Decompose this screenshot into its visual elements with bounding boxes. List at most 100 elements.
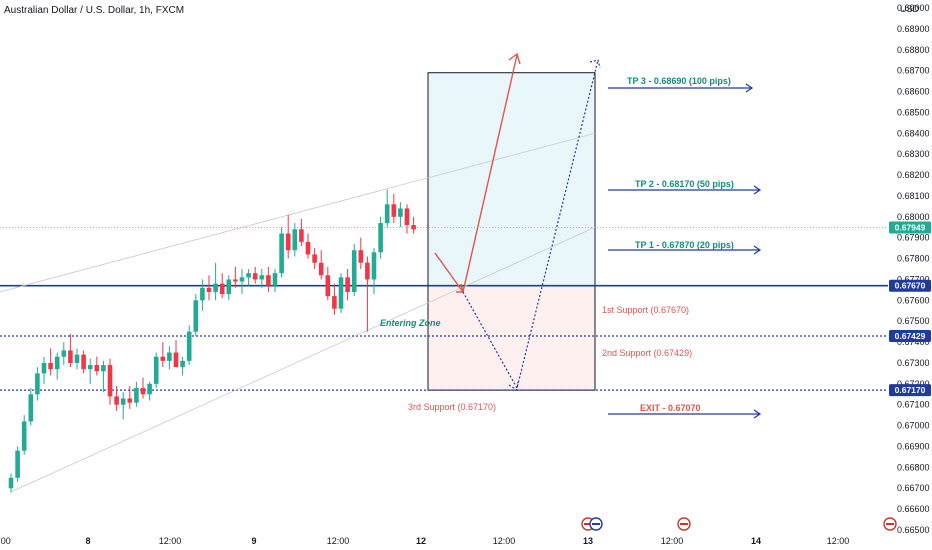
- y-tick-label: 0.66700: [897, 483, 930, 493]
- target-arrows: [608, 83, 762, 419]
- target-arrowhead: [745, 83, 754, 93]
- candle-body: [391, 204, 397, 217]
- position-box-border: [427, 72, 596, 391]
- candle-body: [35, 373, 40, 395]
- price-badge: [889, 279, 931, 292]
- candle-body: [134, 388, 139, 403]
- support3-label: 3rd Support (0.67170): [408, 402, 496, 412]
- y-tick-label: 0.69000: [897, 3, 930, 13]
- y-tick-label: 0.68600: [897, 87, 930, 97]
- dip-bottom-arrowhead: [508, 381, 519, 392]
- candle-body: [21, 421, 27, 451]
- y-tick-label: 0.68400: [897, 128, 930, 138]
- candle-body: [312, 254, 317, 263]
- y-tick-label: 0.66800: [897, 462, 930, 472]
- dip-path: [462, 59, 599, 390]
- x-tick-label: 12: [416, 536, 426, 546]
- candle-body: [200, 287, 205, 301]
- y-tick-label: 0.66900: [897, 441, 930, 451]
- channel-lines: [0, 132, 596, 493]
- y-tick-label: 0.67300: [897, 358, 930, 368]
- y-tick-label: 0.68100: [897, 191, 930, 201]
- candle-body: [147, 383, 152, 395]
- candle-body: [252, 273, 258, 280]
- candle-body: [351, 250, 357, 292]
- candle-body: [279, 233, 284, 274]
- price-badge: [889, 221, 931, 234]
- y-tick-label: 0.67800: [897, 254, 930, 264]
- price-badges: 0.67949 0.67670 0.67429 0.67170: [889, 221, 931, 397]
- candle-body: [266, 275, 271, 286]
- chart-title: Australian Dollar / U.S. Dollar, 1h, FXC…: [4, 5, 184, 16]
- candle-body: [160, 356, 166, 361]
- price-badge-text: 0.67949: [895, 222, 926, 232]
- candle-body: [292, 229, 298, 251]
- y-tick-label: 0.68900: [897, 24, 930, 34]
- y-tick-label: 0.68500: [897, 107, 930, 117]
- candle-body: [332, 296, 337, 309]
- candle-body: [180, 360, 185, 368]
- target-arrowhead: [753, 245, 762, 255]
- candle-body: [384, 204, 390, 224]
- tp3-label: TP 3 - 0.68690 (100 pips): [627, 76, 731, 86]
- candle-body: [338, 277, 344, 309]
- target-arrowhead: [753, 185, 762, 195]
- currency-label: USD: [900, 4, 920, 14]
- y-tick-label: 0.67400: [897, 337, 930, 347]
- x-tick-label: 12:00: [159, 536, 182, 546]
- candle-body: [272, 273, 278, 286]
- candle-body: [107, 365, 113, 397]
- candle-body: [246, 273, 251, 278]
- x-tick-label: 12:00: [827, 536, 850, 546]
- candle-body: [81, 354, 86, 370]
- y-tick-label: 0.67000: [897, 421, 930, 431]
- candle-body: [114, 396, 119, 405]
- x-tick-label: 12:00: [327, 536, 350, 546]
- y-tick-label: 0.66600: [897, 504, 930, 514]
- candle-body: [305, 241, 311, 255]
- x-tick-label: 14: [751, 536, 761, 546]
- candle-body: [299, 229, 304, 242]
- price-badge-text: 0.67429: [895, 331, 926, 341]
- price-badge-text: 0.67670: [895, 281, 926, 291]
- candle-body: [285, 233, 291, 251]
- y-tick-label: 0.67200: [897, 379, 930, 389]
- candle-body: [411, 225, 416, 230]
- y-tick-label: 0.67500: [897, 316, 930, 326]
- y-tick-label: 0.68000: [897, 212, 930, 222]
- price-badge-text: 0.67170: [895, 385, 926, 395]
- x-tick-label: 12:00: [661, 536, 684, 546]
- bullish-arrowhead: [508, 52, 521, 65]
- candle-body: [226, 279, 232, 295]
- candle-body: [219, 283, 225, 295]
- y-tick-label: 0.66500: [897, 525, 930, 535]
- x-tick-label: 9: [251, 536, 256, 546]
- candle-body: [404, 208, 410, 226]
- candle-body: [74, 354, 80, 363]
- candle-body: [48, 362, 53, 370]
- candle-body: [213, 283, 218, 292]
- loss-zone: [428, 285, 595, 391]
- candle-body: [41, 362, 47, 374]
- target-arrowhead: [753, 409, 762, 419]
- candle-body: [61, 350, 67, 357]
- candle-body: [140, 388, 146, 395]
- candle-body: [193, 300, 199, 332]
- x-axis: 2:00 8 12:00 9 12:00 12 12:00 13 12:00 14 12:00: [0, 536, 849, 546]
- support2-label: 2nd Support (0.67429): [602, 348, 692, 358]
- candle-body: [365, 262, 370, 280]
- candle-body: [239, 277, 245, 282]
- y-tick-label: 0.67600: [897, 295, 930, 305]
- candle-body: [358, 250, 364, 263]
- y-axis: 0.66500 0.66600 0.66700 0.66800 0.66900 0.670…: [897, 3, 930, 535]
- candle-body: [68, 350, 73, 363]
- candle-body: [15, 450, 20, 478]
- candle-body: [127, 398, 133, 403]
- y-tick-label: 0.68700: [897, 66, 930, 76]
- candle-body: [28, 394, 34, 422]
- y-tick-label: 0.68300: [897, 149, 930, 159]
- y-tick-label: 0.67900: [897, 233, 930, 243]
- candle-body: [8, 477, 14, 489]
- tp2-label: TP 2 - 0.68170 (50 pips): [635, 179, 734, 189]
